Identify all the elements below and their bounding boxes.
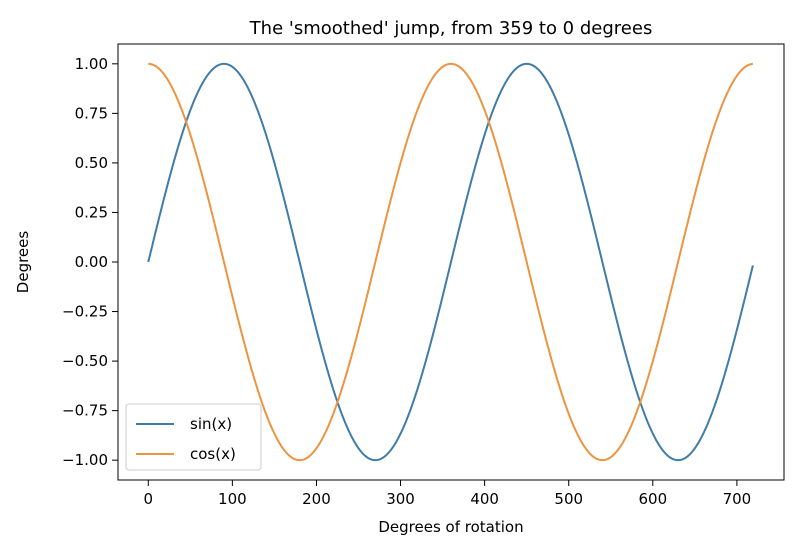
y-axis: 1.00 0.75 0.50 0.25 0.00 −0.25 −0.50 −0.75 −1.00 xyxy=(62,55,118,469)
y-tick-label: −0.75 xyxy=(62,402,108,420)
y-tick-label: 1.00 xyxy=(75,55,108,73)
x-tick-label: 400 xyxy=(470,490,499,508)
x-tick-label: 500 xyxy=(554,490,583,508)
x-axis: 0 100 200 300 400 500 600 700 xyxy=(143,480,751,508)
x-tick-label: 700 xyxy=(723,490,752,508)
series-line-cos xyxy=(148,62,753,462)
x-tick-label: 0 xyxy=(143,490,153,508)
y-tick-label: −1.00 xyxy=(62,451,108,469)
x-tick-label: 600 xyxy=(638,490,667,508)
y-tick-label: −0.25 xyxy=(62,303,108,321)
x-tick-label: 100 xyxy=(218,490,247,508)
series-line-sin xyxy=(147,62,754,462)
y-tick-label: 0.00 xyxy=(75,253,108,271)
y-tick-label: 0.25 xyxy=(75,203,108,221)
chart-title: The 'smoothed' jump, from 359 to 0 degre… xyxy=(249,18,653,39)
x-axis-label: Degrees of rotation xyxy=(378,518,523,536)
y-axis-label: Degrees xyxy=(14,231,32,294)
legend-label-sin: sin(x) xyxy=(190,415,232,433)
plot-series xyxy=(147,62,754,462)
x-tick-label: 200 xyxy=(302,490,331,508)
x-tick-label: 300 xyxy=(386,490,415,508)
y-tick-label: −0.50 xyxy=(62,352,108,370)
legend-label-cos: cos(x) xyxy=(190,445,236,463)
legend: sin(x) cos(x) xyxy=(125,403,262,471)
y-tick-label: 0.75 xyxy=(75,104,108,122)
y-tick-label: 0.50 xyxy=(75,154,108,172)
